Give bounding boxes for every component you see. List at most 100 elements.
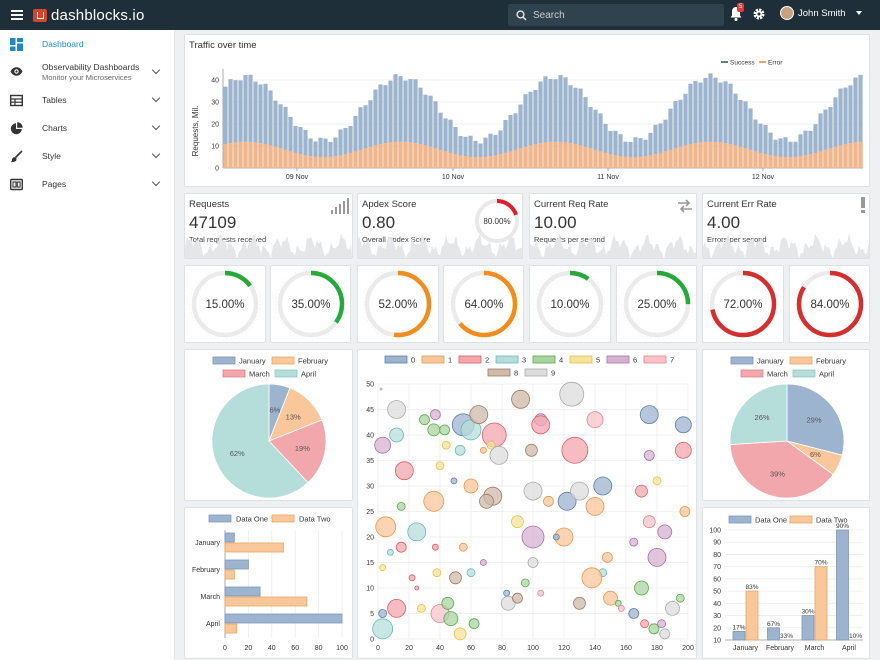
error-bar [833, 146, 838, 168]
category-label: April [842, 645, 856, 652]
user-menu[interactable]: John Smith [780, 6, 862, 20]
success-bar [778, 138, 783, 168]
bubble [573, 596, 586, 610]
search-input[interactable]: Search [508, 4, 724, 26]
category-label: April [206, 621, 220, 628]
x-tick-label: 60 [467, 645, 475, 652]
error-bar [438, 149, 443, 168]
sidebar-item-observability[interactable]: Observability Dashboards Monitor your Mi… [0, 60, 175, 84]
error-bar [293, 152, 298, 168]
sidebar-item-pages[interactable]: Pages [0, 176, 175, 192]
bar-data-two [224, 569, 235, 580]
traffic-card: Traffic over time Requests, Mil. Success… [184, 34, 870, 187]
error-bar [433, 148, 438, 168]
y-tick-label: 50 [366, 382, 374, 389]
legend-swatch [274, 369, 298, 378]
stat-card-err-rate: Current Err Rate 4.00 Errors per second [702, 193, 870, 259]
bubble [634, 580, 649, 596]
chevron-down-icon [151, 177, 161, 187]
legend-swatch [222, 369, 246, 378]
legend-swatch [421, 355, 445, 364]
error-bar [753, 151, 758, 168]
pie-chart-left: January February March April 6% 13% 19% 62% [211, 357, 328, 499]
success-bar [463, 136, 468, 168]
bar-data-two [224, 623, 238, 634]
bubble [431, 543, 439, 551]
x-tick-label: 140 [589, 645, 601, 652]
error-bar [348, 152, 353, 168]
success-bar [263, 83, 268, 168]
success-bar [353, 115, 358, 168]
logo[interactable]: dashblocks.io [33, 7, 145, 24]
success-bar [788, 141, 793, 168]
gear-icon[interactable] [752, 7, 766, 21]
sidebar: Dashboard Observability Dashboards Monit… [0, 30, 175, 660]
sidebar-item-charts[interactable]: Charts [0, 120, 175, 136]
legend-swatch [606, 355, 630, 364]
error-bar [758, 152, 763, 168]
success-bar [843, 87, 848, 168]
bubble [408, 574, 416, 582]
success-bar [748, 108, 753, 168]
bubble [429, 409, 441, 420]
x-tick-label: 09 Nov [286, 174, 309, 181]
stat-card-apdex: Apdex Score 0.80 Overall Apdex Score 80.… [357, 193, 523, 259]
legend-swatch [271, 514, 295, 523]
bar-data-two [224, 542, 284, 553]
success-bar [548, 79, 553, 168]
success-bar [328, 142, 333, 168]
error-bar [453, 154, 458, 168]
success-bar [308, 138, 313, 168]
brush-icon [10, 149, 23, 162]
error-bar [598, 151, 603, 168]
bubble [659, 628, 671, 640]
success-bar [313, 141, 318, 168]
stat-subtitle: Total requests received [189, 235, 267, 244]
success-bar [678, 99, 683, 168]
legend-swatch [458, 355, 482, 364]
y-tick-label: 0 [370, 637, 374, 644]
bubble [469, 405, 489, 424]
sidebar-item-tables[interactable]: Tables [0, 92, 175, 108]
legend-label: February [298, 357, 328, 366]
legend-success: Success [730, 60, 755, 67]
bar-data-one [224, 586, 261, 597]
legend-label: March [767, 370, 788, 379]
error-bar [383, 142, 388, 168]
menu-icon[interactable] [11, 10, 23, 20]
sidebar-item-label: Dashboard [42, 39, 84, 49]
gauge: 25.00% [621, 268, 693, 340]
y-tick-label: 20 [713, 625, 721, 632]
error-bar [358, 149, 363, 168]
legend-swatch [728, 515, 752, 524]
y-tick-label: 5 [370, 611, 374, 618]
gauge-card: 64.00% [443, 265, 524, 343]
error-bar [413, 142, 418, 168]
sidebar-item-style[interactable]: Style [0, 148, 175, 164]
error-bar [513, 149, 518, 168]
error-bar [278, 148, 283, 168]
x-tick-label: 10 Nov [442, 174, 465, 181]
success-bar [523, 94, 528, 168]
y-tick-label: 60 [713, 576, 721, 583]
stat-value: 47109 [189, 213, 237, 232]
error-bar [823, 149, 828, 168]
gauge: 72.00% [707, 268, 779, 340]
x-tick-label: 40 [436, 645, 444, 652]
bubble [523, 481, 543, 501]
stat-sparkline [703, 233, 869, 258]
legend-swatch [643, 355, 667, 364]
error-bar [408, 142, 413, 168]
stat-value: 10.00 [534, 213, 577, 232]
error-bar [313, 156, 318, 168]
success-bar [573, 87, 578, 168]
y-tick-label: 30 [366, 484, 374, 491]
sidebar-item-dashboard[interactable]: Dashboard [0, 36, 175, 52]
success-bar [818, 113, 823, 168]
gauge-card: 52.00% [357, 265, 439, 343]
gauge: 84.00% [794, 268, 866, 340]
error-bar [273, 146, 278, 168]
sidebar-item-label: Style [42, 151, 61, 161]
success-bar [223, 86, 228, 168]
success-bar [453, 127, 458, 168]
